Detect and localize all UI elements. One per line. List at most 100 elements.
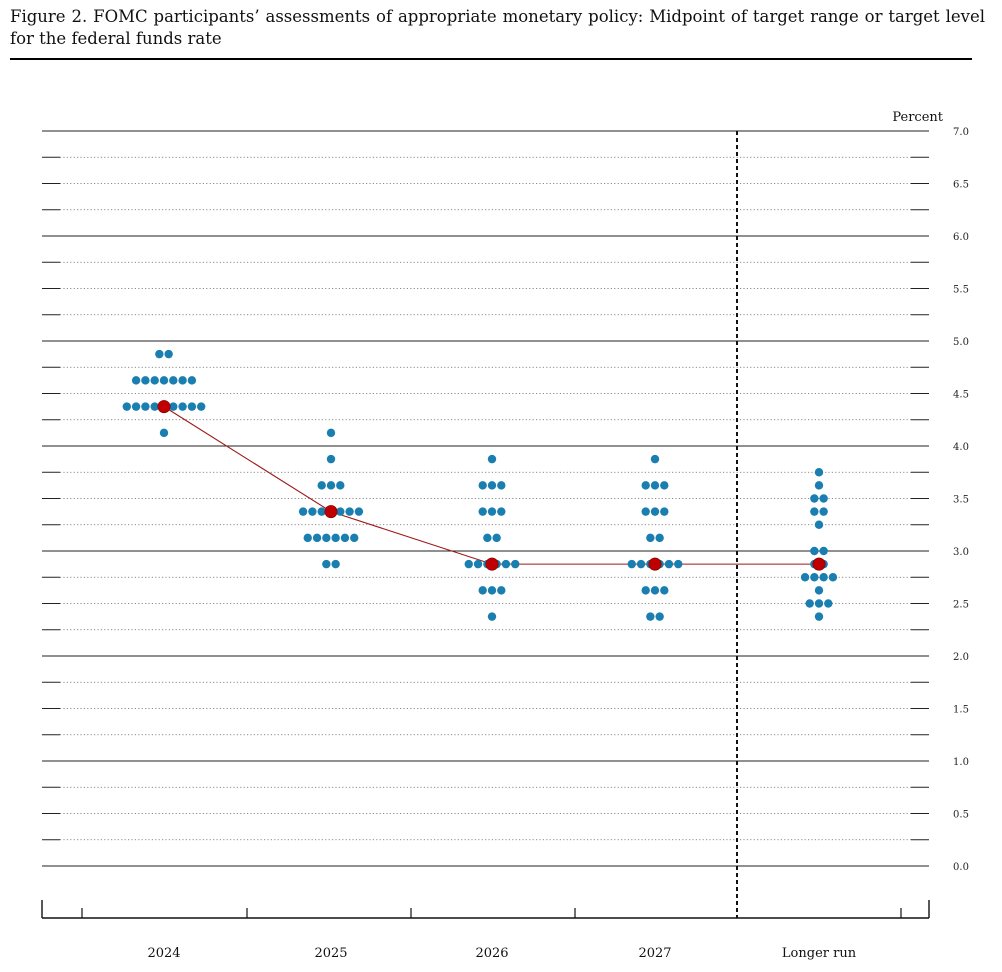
participant-dot [150, 402, 159, 411]
participant-dot [646, 612, 655, 621]
figure-title: Figure 2. FOMC participants’ assessments… [10, 7, 985, 48]
y-tick-label: 1.0 [953, 757, 969, 768]
participant-dot [650, 454, 660, 464]
participant-dot [322, 559, 331, 569]
y-tick-label: 2.0 [953, 652, 969, 663]
participant-dot [819, 546, 828, 556]
participant-dot [336, 481, 345, 490]
participant-dot [303, 533, 312, 543]
y-tick-label: 2.5 [953, 600, 969, 611]
participant-dot [828, 573, 838, 582]
participant-dot [487, 507, 497, 516]
median-marker [157, 400, 171, 414]
participant-dot [473, 559, 483, 569]
participant-dot [141, 376, 150, 385]
participant-dot [641, 507, 650, 516]
participant-dot [340, 533, 350, 543]
participant-dot [159, 376, 169, 385]
participant-dot [810, 573, 819, 582]
participant-dot [810, 546, 819, 556]
y-tick-label: 6.0 [953, 232, 969, 243]
y-tick-label: 0.0 [953, 862, 969, 873]
participant-dot [354, 507, 364, 516]
x-axis [41, 900, 930, 919]
participant-dot [298, 507, 308, 516]
participant-dot [650, 481, 660, 490]
participant-dot [312, 533, 322, 543]
participant-dot [819, 507, 828, 516]
participant-dot [810, 507, 819, 516]
participant-dot [326, 454, 336, 464]
participant-dot [178, 376, 187, 385]
participant-dot [350, 533, 359, 543]
participant-dot [814, 468, 824, 477]
participant-dot [478, 586, 487, 595]
participant-dot [169, 402, 178, 411]
participant-dot [464, 559, 473, 569]
x-category-label: 2026 [475, 946, 508, 961]
participant-dot [159, 428, 169, 438]
participant-dot [814, 520, 824, 529]
x-category-label: 2024 [147, 946, 180, 961]
participant-dot [655, 612, 664, 621]
y-tick-label: 3.5 [953, 495, 969, 506]
median-marker [812, 557, 826, 571]
participant-dot [655, 533, 664, 543]
participant-dot [646, 533, 655, 543]
participant-dot [664, 559, 674, 569]
axis-labels: Percent 0.0 0.5 1.0 1.5 2.0 2.5 3.0 3.5 4.0 4.5 5.… [147, 110, 969, 961]
y-unit-label: Percent [892, 110, 943, 125]
participant-dot [814, 612, 824, 621]
x-category-label: 2025 [314, 946, 347, 961]
grid-lines [42, 130, 929, 918]
median-markers [157, 400, 826, 571]
participant-dot [492, 533, 501, 543]
participant-dot [674, 559, 683, 569]
y-tick-label: 5.5 [953, 285, 969, 296]
y-tick-label: 1.5 [953, 705, 969, 716]
participant-dot [322, 533, 331, 543]
participant-dot [187, 376, 197, 385]
participant-dot [331, 533, 340, 543]
participant-dot [308, 507, 317, 516]
participant-dot [326, 428, 336, 438]
participant-dot [497, 481, 506, 490]
median-marker [648, 557, 662, 571]
participant-dot [483, 533, 492, 543]
participant-dot [627, 559, 636, 569]
median-marker [485, 557, 499, 571]
y-tick-label: 0.5 [953, 810, 969, 821]
participant-dot [197, 402, 206, 411]
participant-dot [187, 402, 197, 411]
participant-dot [326, 481, 336, 490]
participant-dot [824, 599, 833, 608]
participant-dot [819, 573, 828, 582]
participant-dot [487, 586, 497, 595]
participant-dot [501, 559, 511, 569]
participant-dot [636, 559, 646, 569]
participant-dot [317, 481, 326, 490]
participant-dot [487, 454, 497, 464]
participant-dot [478, 507, 487, 516]
participant-dot [641, 481, 650, 490]
participant-dot [511, 559, 520, 569]
participant-dot [169, 376, 178, 385]
participant-dot [805, 599, 814, 608]
participant-dot [155, 349, 164, 359]
y-tick-label: 6.5 [953, 180, 969, 191]
participant-dots [122, 349, 838, 621]
participant-dot [660, 507, 669, 516]
participant-dot [814, 481, 824, 490]
participant-dot [487, 481, 497, 490]
participant-dot [641, 586, 650, 595]
participant-dot [800, 573, 810, 582]
participant-dot [497, 586, 506, 595]
y-tick-label: 4.0 [953, 442, 969, 453]
y-tick-label: 3.0 [953, 547, 969, 558]
participant-dot [317, 507, 326, 516]
participant-dot [122, 402, 131, 411]
participant-dot [497, 507, 506, 516]
participant-dot [131, 376, 141, 385]
participant-dot [331, 559, 340, 569]
